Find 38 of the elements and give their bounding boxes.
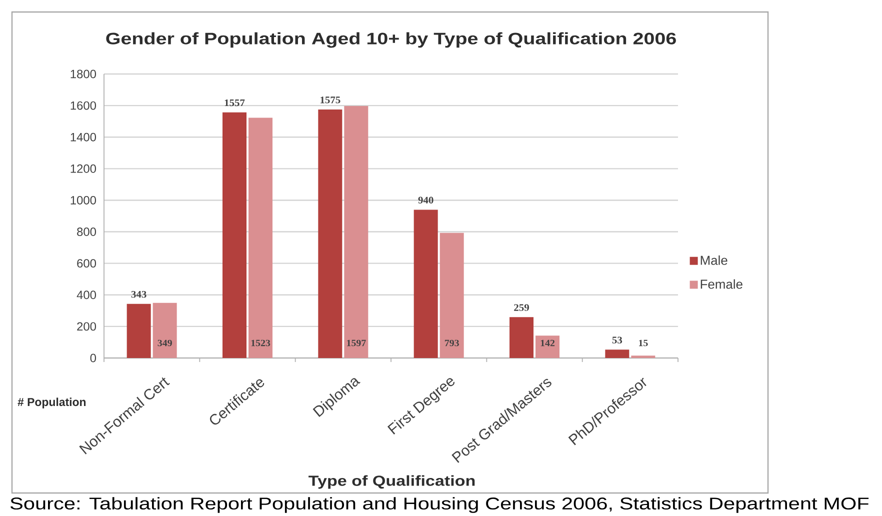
data-label: 343 [131, 290, 146, 298]
y-tick-label: 1800 [70, 70, 96, 78]
bar [222, 112, 247, 358]
bar [152, 302, 177, 358]
bar [414, 210, 438, 358]
bar [605, 350, 630, 358]
y-tick-label: 800 [77, 228, 96, 236]
data-label: 15 [639, 340, 648, 346]
y-tick-label: 1000 [70, 196, 96, 204]
y-tick-label: 0 [90, 354, 96, 362]
bar [344, 106, 368, 358]
data-label: 793 [444, 340, 459, 346]
bar [510, 317, 534, 358]
data-label: 142 [540, 340, 555, 346]
source-note: Source: Tabulation Report Population and Housing Census 2006, Statistics Department MOF [10, 497, 869, 513]
y-tick-label: 1200 [70, 164, 96, 173]
bar [536, 336, 560, 358]
x-axis-title: Type of Qualification [308, 475, 475, 489]
data-label: 1523 [251, 340, 270, 346]
data-label: 1575 [320, 96, 340, 104]
y-tick-label: 200 [77, 322, 96, 331]
data-label: 940 [418, 196, 434, 204]
data-label: 259 [514, 304, 529, 311]
y-tick-label: 600 [77, 259, 96, 268]
data-label: 1597 [347, 340, 366, 346]
data-label: 53 [612, 336, 622, 344]
bar [126, 304, 151, 358]
bar [440, 232, 464, 358]
legend-label: Male [700, 255, 728, 265]
chart-title: Gender of Population Aged 10+ by Type of Qualification 2006 [106, 32, 676, 48]
data-label: 349 [158, 340, 172, 346]
y-tick-label: 1600 [70, 101, 96, 110]
legend-label: Female [700, 279, 742, 289]
data-label: 1557 [224, 99, 245, 106]
y-tick-label: 1400 [70, 132, 96, 142]
bar [248, 118, 273, 358]
y-tick-label: 400 [76, 290, 96, 300]
bar [318, 109, 342, 358]
